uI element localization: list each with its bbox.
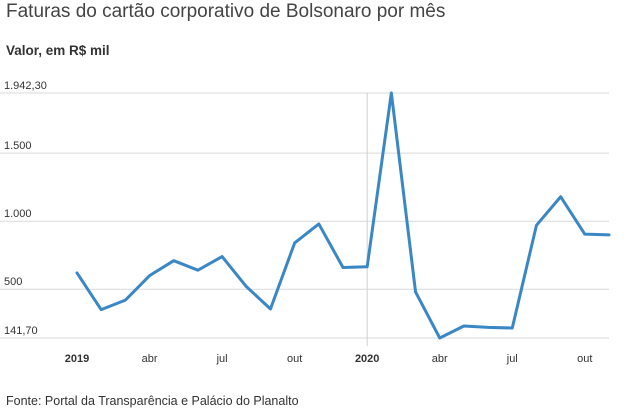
x-tick-label-5: abr	[432, 353, 448, 365]
y-tick-label-1: 500	[4, 276, 22, 288]
chart-title: Faturas do cartão corporativo de Bolsona…	[6, 1, 446, 22]
series-line	[75, 91, 611, 340]
x-axis-labels: 2019 abr jul out 2020 abr jul out	[65, 353, 593, 365]
y-tick-label-2: 1.000	[4, 208, 32, 220]
y-tick-label-0: 141,70	[4, 325, 38, 337]
chart-subtitle: Valor, em R$ mil	[6, 43, 110, 58]
x-tick-label-6: jul	[506, 353, 518, 365]
chart-source: Fonte: Portal da Transparência e Palácio…	[6, 394, 299, 408]
x-tick-label-4: 2020	[355, 353, 379, 365]
x-tick-label-0: 2019	[65, 353, 89, 365]
y-tick-label-3: 1.500	[4, 140, 32, 152]
x-tick-label-7: out	[577, 353, 592, 365]
grid-lines	[0, 92, 609, 339]
y-tick-label-4: 1.942,30	[4, 80, 47, 92]
x-tick-label-1: abr	[142, 353, 158, 365]
x-tick-label-2: jul	[216, 353, 228, 365]
y-axis-labels: 141,70 500 1.000 1.500 1.942,30	[4, 80, 47, 337]
x-tick-label-3: out	[287, 353, 302, 365]
series-group	[75, 91, 611, 340]
